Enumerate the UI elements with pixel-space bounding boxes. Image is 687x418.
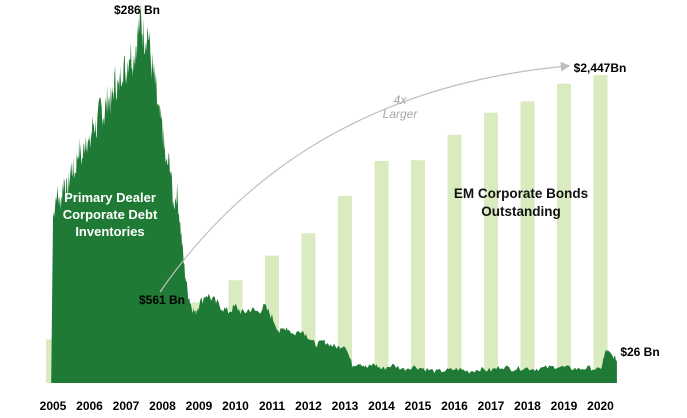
x-tick-2016: 2016 (441, 399, 468, 413)
dealer-inventories-area (51, 3, 617, 384)
arrow-label-word: Larger (383, 107, 419, 121)
dealer-series-label: Primary Dealer Corporate Debt Inventorie… (63, 190, 158, 239)
x-tick-2010: 2010 (222, 399, 249, 413)
em-bar-2016 (447, 134, 462, 383)
em-bar-2019 (557, 83, 571, 383)
x-tick-2017: 2017 (478, 399, 505, 413)
em-bar-2015 (411, 160, 425, 383)
em-series-label: EM Corporate Bonds Outstanding (454, 186, 588, 219)
x-tick-2007: 2007 (113, 399, 140, 413)
em-bar-2020 (593, 75, 608, 383)
x-tick-2009: 2009 (186, 399, 213, 413)
dealer-label-line-3: Inventories (75, 224, 144, 239)
callout-em-2020: $2,447Bn (574, 61, 627, 75)
callout-dealer-end: $26 Bn (620, 345, 659, 359)
x-tick-2014: 2014 (368, 399, 395, 413)
em-label-line-2: Outstanding (481, 204, 561, 219)
x-tick-2019: 2019 (551, 399, 578, 413)
x-tick-2013: 2013 (332, 399, 359, 413)
em-bar-2013 (338, 195, 352, 383)
em-label-line-1: EM Corporate Bonds (454, 186, 588, 201)
callout-em-2007: $561 Bn (139, 293, 185, 307)
x-tick-2008: 2008 (149, 399, 176, 413)
x-tick-2006: 2006 (76, 399, 103, 413)
arrow-label-multiplier: 4x (394, 93, 408, 107)
x-tick-2012: 2012 (295, 399, 322, 413)
dealer-label-line-2: Corporate Debt (63, 207, 158, 222)
x-axis-ticks: 2005 2006 2007 2008 2009 2010 2011 2012 2013 2014… (40, 399, 615, 413)
callout-dealer-peak: $286 Bn (114, 3, 160, 17)
em-bar-2018 (520, 101, 535, 383)
x-tick-2018: 2018 (514, 399, 541, 413)
x-tick-2011: 2011 (259, 399, 285, 413)
x-tick-2015: 2015 (405, 399, 432, 413)
x-tick-2020: 2020 (587, 399, 614, 413)
dealer-label-line-1: Primary Dealer (64, 190, 156, 205)
em-bar-2014 (374, 161, 389, 383)
x-tick-2005: 2005 (40, 399, 67, 413)
growth-arrow (159, 61, 571, 293)
em-bar-2017 (484, 112, 498, 383)
